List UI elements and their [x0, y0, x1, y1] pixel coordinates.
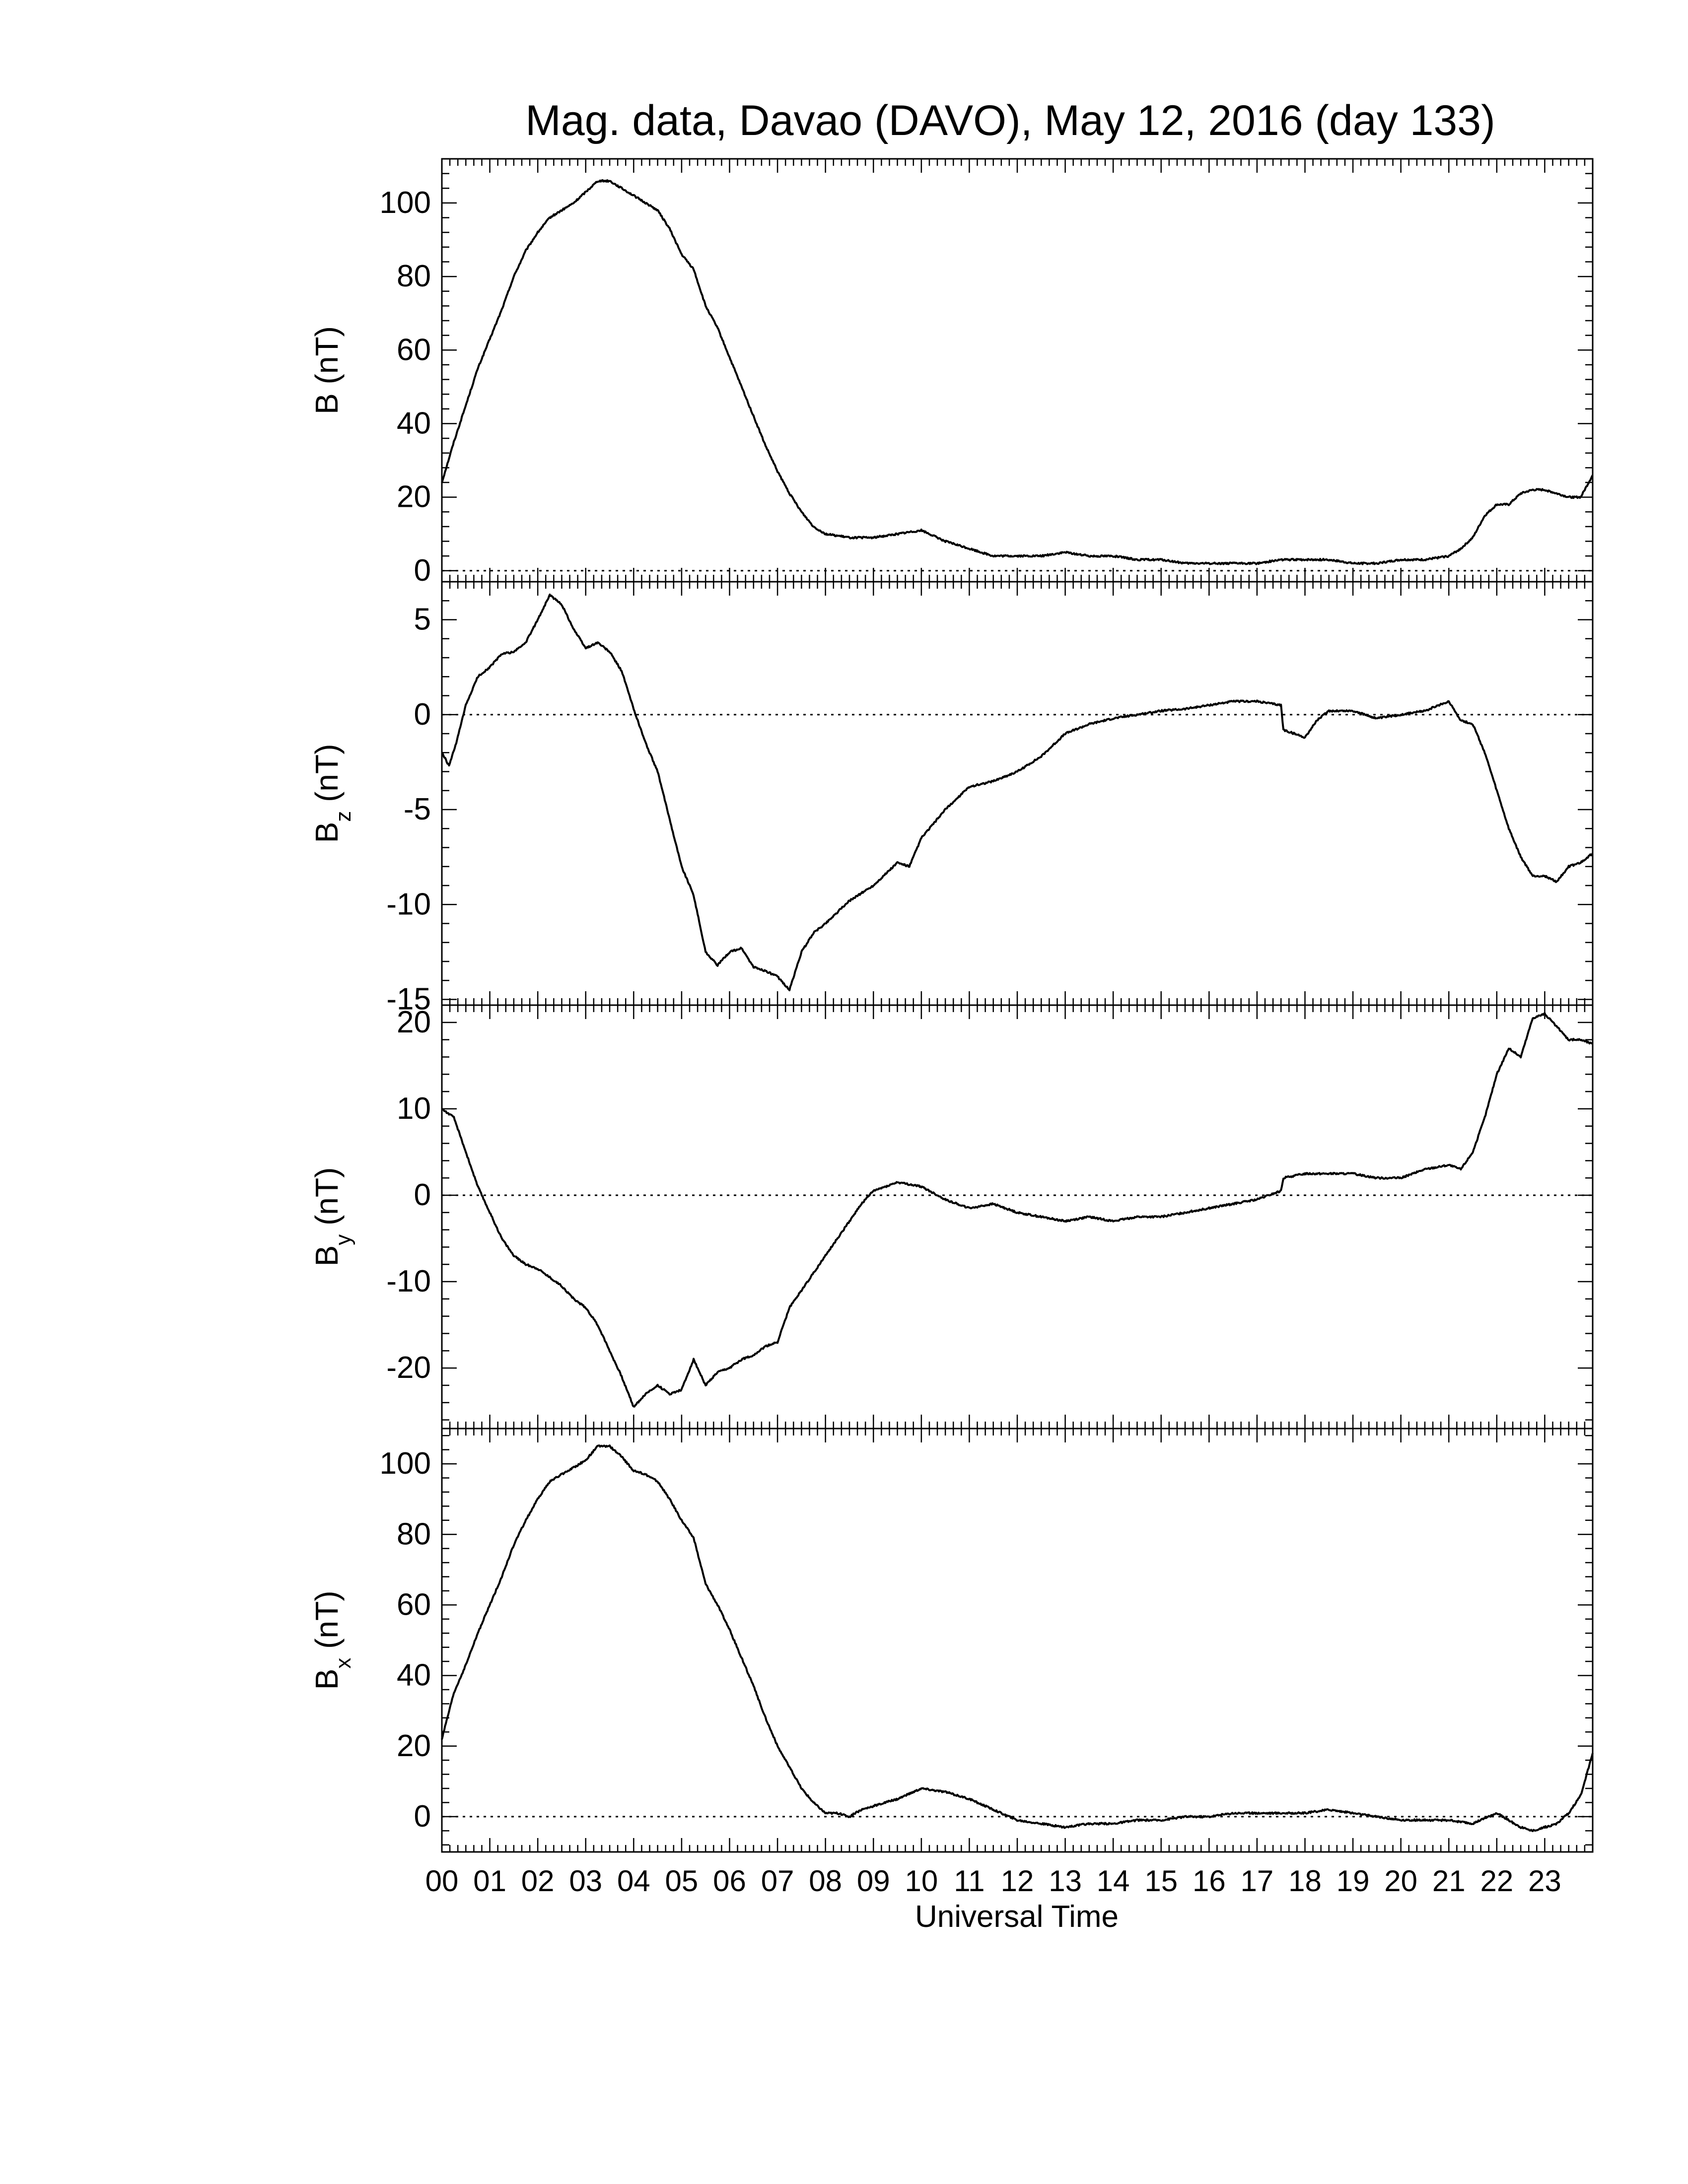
y-axis-label-unit: (nT)	[309, 744, 345, 811]
y-tick-label: 60	[397, 333, 431, 367]
y-tick-label: 80	[397, 259, 431, 293]
x-tick-label: 22	[1480, 1864, 1513, 1898]
y-tick-label: 60	[397, 1587, 431, 1622]
y-axis-label-unit: (nT)	[309, 1591, 345, 1658]
y-tick-label: -10	[386, 887, 431, 921]
x-axis-label: Universal Time	[915, 1900, 1119, 1934]
x-tick-label: 17	[1241, 1864, 1274, 1898]
y-axis-label: Bx (nT)	[309, 1591, 355, 1690]
x-tick-label: 11	[954, 1864, 985, 1898]
x-tick-label: 04	[617, 1864, 650, 1898]
x-tick-label: 10	[905, 1864, 938, 1898]
y-axis-label: B (nT)	[309, 326, 345, 414]
panel-3: 20 10 0 -10 -20 By (nT)	[309, 1004, 1594, 1430]
y-axis-label: By (nT)	[309, 1167, 355, 1267]
x-tick-label: 14	[1097, 1864, 1130, 1898]
x-tick-label: 03	[569, 1864, 602, 1898]
y-axis-label-subscript: y	[331, 1234, 355, 1245]
x-tick-label: 07	[761, 1864, 794, 1898]
y-axis-label-unit: (nT)	[309, 326, 345, 393]
panel-1: 0 20 40 60 80 100 B (nT)	[309, 158, 1594, 588]
x-tick-label: 02	[521, 1864, 555, 1898]
y-tick-label: 40	[397, 406, 431, 440]
y-tick-label: -5	[404, 792, 431, 826]
panel-2: 5 0 -5 -10 -15 Bz (nT)	[309, 581, 1594, 1017]
x-tick-label: 18	[1288, 1864, 1322, 1898]
series-line-panel-4	[441, 1444, 1594, 1833]
y-tick-label: 10	[397, 1092, 431, 1126]
x-tick-label: 00	[425, 1864, 459, 1898]
y-tick-label: 20	[397, 480, 431, 514]
x-tick-label: 06	[713, 1864, 746, 1898]
y-tick-label: 20	[397, 1005, 431, 1039]
y-tick-label: -20	[386, 1351, 431, 1385]
x-tick-label: 23	[1528, 1864, 1561, 1898]
x-tick-label: 16	[1193, 1864, 1226, 1898]
y-tick-label: 40	[397, 1658, 431, 1693]
y-axis-label-subscript: z	[331, 811, 355, 822]
panel-frame	[441, 1004, 1594, 1430]
series-line-panel-2	[441, 593, 1594, 992]
x-tick-label: 19	[1336, 1864, 1370, 1898]
y-tick-label: -10	[386, 1264, 431, 1298]
x-tick-label: 09	[857, 1864, 890, 1898]
y-tick-label: 80	[397, 1517, 431, 1551]
y-axis-label-subscript: x	[331, 1658, 355, 1669]
y-tick-label: 0	[414, 1178, 431, 1212]
x-tick-label: 13	[1049, 1864, 1082, 1898]
y-axis-label-unit: (nT)	[309, 1167, 345, 1234]
panel-frame	[441, 581, 1594, 1006]
y-tick-label: 100	[380, 1446, 431, 1481]
x-tick-label: 12	[1001, 1864, 1034, 1898]
x-tick-label: 08	[809, 1864, 842, 1898]
panel-4: 0 20 40 60 80 100 Bx (nT)	[309, 1428, 1594, 1853]
y-tick-label: 0	[414, 553, 431, 588]
x-axis-tick-labels: 00 01 02 03 04 05 06 07 08 09 10 11 12 13 14 15 16 17 18 19…	[425, 1864, 1561, 1898]
series-line-panel-3	[441, 1012, 1594, 1408]
y-tick-label: 5	[414, 603, 431, 637]
y-tick-label: 0	[414, 697, 431, 732]
panel-frame	[441, 1428, 1594, 1853]
y-tick-label: 20	[397, 1729, 431, 1763]
y-axis-label-symbol: B	[309, 1245, 345, 1267]
y-axis-label: Bz (nT)	[309, 744, 355, 843]
y-axis-label-symbol: B	[309, 822, 345, 843]
y-tick-label: 100	[380, 186, 431, 220]
y-axis-label-symbol: B	[309, 393, 345, 414]
panel-frame	[441, 158, 1594, 583]
x-tick-label: 21	[1432, 1864, 1466, 1898]
y-axis-label-symbol: B	[309, 1669, 345, 1690]
x-tick-label: 20	[1384, 1864, 1417, 1898]
series-line-panel-1	[441, 179, 1594, 565]
x-tick-label: 01	[473, 1864, 506, 1898]
y-tick-label: 0	[414, 1799, 431, 1834]
y-tick-label: -15	[386, 982, 431, 1017]
chart-title: Mag. data, Davao (DAVO), May 12, 2016 (d…	[525, 97, 1495, 144]
x-tick-label: 15	[1144, 1864, 1178, 1898]
x-tick-label: 05	[665, 1864, 699, 1898]
